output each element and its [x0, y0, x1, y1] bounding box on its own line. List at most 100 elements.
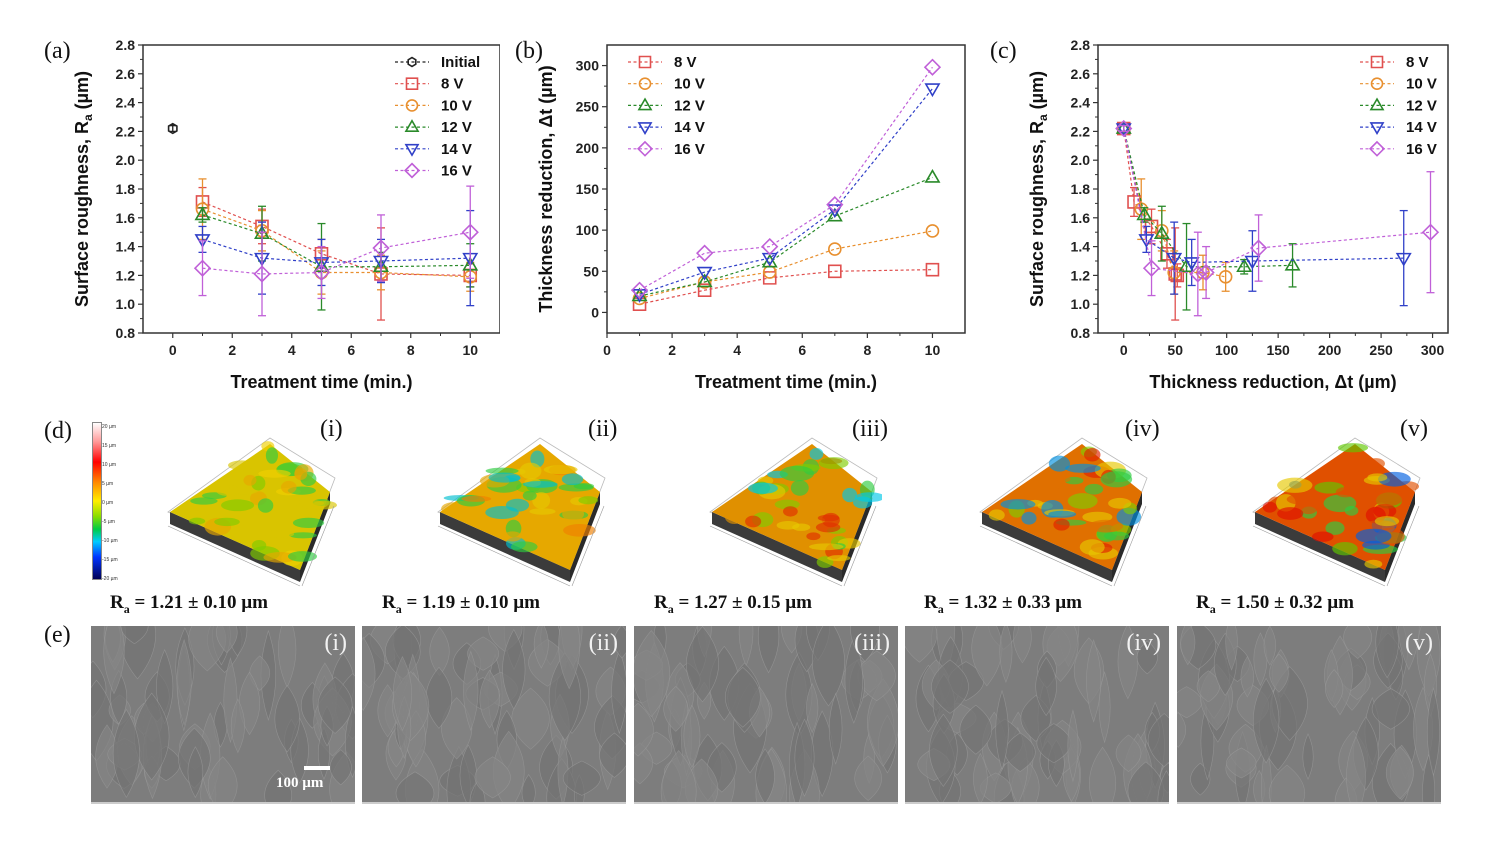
surface-texture: [1057, 484, 1093, 495]
surface-texture: [745, 515, 762, 528]
legend-item: 12 V: [395, 119, 472, 136]
surface-texture: [522, 480, 558, 488]
surface-texture: [558, 483, 594, 492]
caption-value: = 1.27 ± 0.15 µm: [673, 592, 813, 613]
grain-texture: [362, 636, 376, 711]
sem-roman-label: (i): [324, 630, 347, 656]
grain-texture: [1240, 656, 1255, 698]
sem-image-4: (iv): [905, 626, 1169, 804]
grain-texture: [1375, 626, 1399, 679]
legend-marker: [1368, 140, 1386, 157]
legend-item: 16 V: [628, 140, 705, 158]
x-axis-line: [437, 525, 571, 587]
x-tick-label: 10: [462, 342, 478, 358]
surface-texture: [185, 510, 209, 518]
series-line: [639, 176, 933, 297]
grain-texture: [1386, 746, 1414, 800]
surface-texture: [257, 498, 274, 513]
grain-texture: [905, 626, 937, 663]
y-tick-label: 2.2: [1071, 123, 1091, 139]
surface-texture: [1048, 455, 1071, 472]
y-tick-label: 1.2: [116, 267, 136, 283]
sem-image-3: (iii): [634, 626, 898, 804]
grain-texture: [660, 750, 697, 802]
surface-texture: [1337, 443, 1369, 453]
surface-texture: [461, 495, 492, 502]
grain-texture: [724, 666, 761, 728]
y-axis-label: Surface roughness, Ra (µm): [1027, 71, 1050, 307]
grain-texture: [755, 748, 775, 802]
sem-image-1: (i) 100 µm: [91, 626, 355, 804]
plot-frame: [1097, 44, 1449, 334]
surface-profile-3: [692, 430, 885, 595]
y-axis-label: Surface roughness, Ra (µm): [72, 71, 95, 307]
surface-texture: [228, 460, 256, 471]
y-tick-label: 2.0: [116, 152, 136, 168]
data-point: [761, 237, 779, 256]
panel-label-a: (a): [44, 38, 71, 64]
y-tick-label: 2.6: [1071, 66, 1091, 82]
y-tick-label: 100: [576, 222, 600, 238]
legend-item: 12 V: [628, 97, 705, 114]
surface-texture: [854, 492, 885, 503]
surface-texture: [1277, 477, 1313, 493]
data-point: [1115, 123, 1132, 138]
series-16v: [193, 185, 479, 317]
surface-texture: [818, 457, 849, 470]
legend-item: 14 V: [1360, 119, 1437, 136]
caption-subscript: a: [937, 601, 944, 616]
x-tick-label: 6: [798, 342, 806, 358]
x-axis-line: [979, 525, 1113, 587]
y-tick-label: 0.8: [116, 325, 136, 341]
data-point: [630, 281, 649, 299]
grain-texture: [317, 676, 353, 734]
data-point: [1197, 263, 1215, 282]
series-line: [1123, 128, 1178, 276]
legend-label: 8 V: [441, 76, 464, 93]
surface-texture: [263, 552, 297, 563]
legend-label: 12 V: [441, 119, 472, 136]
x-tick-label: 100: [1215, 342, 1239, 358]
legend-marker: [637, 97, 653, 111]
grain-texture: [230, 698, 245, 754]
x-tick-label: 200: [1318, 342, 1342, 358]
legend-marker: [407, 56, 417, 68]
series-line: [202, 231, 471, 275]
grain-texture: [1180, 626, 1196, 666]
surface-texture: [1367, 458, 1385, 470]
series-initial: [167, 122, 178, 135]
surface-texture: [563, 524, 596, 537]
legend-marker: [638, 77, 652, 90]
roughness-caption: Ra = 1.19 ± 0.10 µm: [382, 592, 540, 617]
grain-texture: [120, 626, 149, 645]
data-point: [696, 266, 713, 281]
surface-texture: [561, 473, 584, 486]
legend-label: 14 V: [1406, 119, 1437, 136]
surface-profile-1: [150, 430, 340, 595]
grain-texture: [999, 626, 1013, 683]
caption-subscript: a: [395, 601, 402, 616]
x-tick-label: 150: [1266, 342, 1290, 358]
surface-texture: [243, 474, 257, 486]
surface-texture: [1067, 493, 1098, 509]
sem-roman-label: (v): [1405, 630, 1433, 656]
caption-value: = 1.19 ± 0.10 µm: [401, 592, 541, 613]
caption-value: = 1.32 ± 0.33 µm: [943, 592, 1083, 613]
data-point: [828, 264, 842, 279]
plot-frame: [606, 44, 966, 334]
y-tick-label: 0.8: [1071, 325, 1091, 341]
grain-texture: [929, 713, 958, 787]
surface-texture: [287, 551, 318, 562]
panel-label-b: (b): [515, 38, 543, 64]
y-tick-label: 1.6: [116, 210, 136, 226]
scale-bar: [304, 766, 330, 770]
grain-texture: [425, 666, 453, 729]
surface-texture: [216, 485, 241, 496]
surface-side: [982, 512, 1112, 582]
x-tick-label: 250: [1369, 342, 1393, 358]
legend-label: 8 V: [1406, 54, 1429, 71]
x-axis-line: [709, 525, 843, 587]
data-point: [1189, 265, 1207, 283]
surface-texture: [265, 447, 279, 464]
series-14v: [1115, 123, 1412, 307]
